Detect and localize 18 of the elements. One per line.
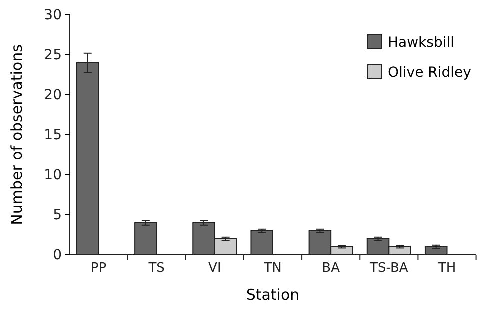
x-tick-label: TS-BA	[369, 261, 408, 276]
x-tick-label: TS	[148, 261, 165, 276]
legend-label: Olive Ridley	[388, 65, 472, 81]
legend-label: Hawksbill	[388, 35, 455, 51]
x-axis-title: Station	[246, 286, 300, 304]
x-tick-label: BA	[322, 261, 340, 276]
y-axis-title: Number of observations	[8, 44, 26, 226]
x-tick-label: PP	[90, 261, 107, 276]
y-tick-label: 20	[44, 87, 62, 104]
y-tick-label: 0	[53, 247, 62, 264]
y-tick-label: 5	[53, 207, 62, 224]
y-tick-label: 25	[44, 47, 62, 64]
x-tick-label: VI	[208, 261, 222, 276]
y-tick-label: 15	[44, 127, 62, 144]
y-tick-label: 10	[44, 167, 62, 184]
x-tick-label: TN	[263, 261, 282, 276]
x-tick-label: TH	[437, 261, 456, 276]
y-tick-label: 30	[44, 7, 62, 24]
